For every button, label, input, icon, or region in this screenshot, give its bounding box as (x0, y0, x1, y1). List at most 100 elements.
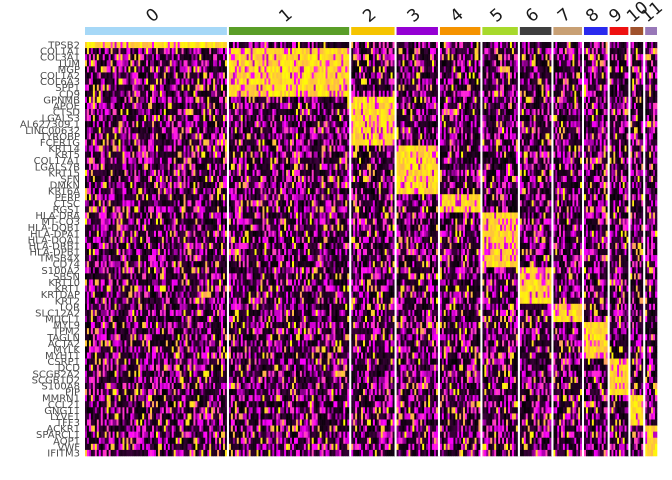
heat-cell (215, 353, 217, 359)
heat-cell (213, 450, 215, 456)
heat-cell (142, 60, 144, 66)
heat-cell (152, 176, 154, 182)
heat-cell (217, 365, 219, 371)
heat-cell (152, 194, 154, 200)
heat-cell (156, 261, 158, 267)
heat-cell (124, 304, 126, 310)
heat-cell (199, 206, 201, 212)
heat-cell (89, 286, 91, 292)
heat-cell (195, 200, 197, 206)
heat-cell (89, 158, 91, 164)
heat-cell (111, 54, 113, 60)
heat-cell (124, 200, 126, 206)
heat-cell (158, 91, 160, 97)
heat-cell (85, 133, 87, 139)
heat-cell (162, 389, 164, 395)
heat-cell (182, 279, 184, 285)
heat-cell (221, 334, 223, 340)
heat-cell (113, 121, 115, 127)
heat-cell (182, 273, 184, 279)
heat-cell (166, 359, 168, 365)
heat-cell (115, 432, 117, 438)
heat-cell (225, 389, 227, 395)
heat-cell (99, 389, 101, 395)
heat-cell (221, 243, 223, 249)
heat-cell (205, 413, 207, 419)
heat-cell (243, 48, 245, 54)
heat-cell (164, 60, 166, 66)
heat-cell (117, 450, 119, 456)
heat-cell (180, 255, 182, 261)
heat-cell (182, 42, 184, 48)
heat-cell (174, 444, 176, 450)
heat-cell (197, 279, 199, 285)
heat-cell (101, 292, 103, 298)
heat-cell (188, 133, 190, 139)
heat-cell (97, 176, 99, 182)
heat-cell (201, 389, 203, 395)
heat-cell (142, 66, 144, 72)
heat-cell (134, 188, 136, 194)
heat-cell (122, 383, 124, 389)
heat-cell (107, 139, 109, 145)
heat-cell (178, 419, 180, 425)
heat-cell (120, 286, 122, 292)
heat-cell (142, 292, 144, 298)
heat-cell (172, 407, 174, 413)
heat-cell (85, 316, 87, 322)
heat-cell (215, 310, 217, 316)
heat-cell (105, 438, 107, 444)
heat-cell (164, 188, 166, 194)
heat-cell (97, 292, 99, 298)
heat-cell (176, 139, 178, 145)
heat-cell (170, 103, 172, 109)
heat-cell (215, 91, 217, 97)
heat-cell (142, 279, 144, 285)
heat-cell (119, 219, 121, 225)
heat-cell (225, 91, 227, 97)
heat-cell (119, 346, 121, 352)
heat-cell (134, 267, 136, 273)
heat-cell (148, 139, 150, 145)
heat-cell (130, 212, 132, 218)
heat-cell (128, 133, 130, 139)
heat-cell (117, 310, 119, 316)
heat-cell (101, 66, 103, 72)
heat-cell (205, 72, 207, 78)
heat-cell (176, 231, 178, 237)
heat-cell (111, 389, 113, 395)
heat-cell (188, 371, 190, 377)
heat-cell (119, 310, 121, 316)
heat-cell (209, 97, 211, 103)
heat-cell (156, 334, 158, 340)
heat-cell (132, 426, 134, 432)
heat-cell (107, 255, 109, 261)
heat-cell (211, 48, 213, 54)
heat-cell (138, 60, 140, 66)
heat-cell (154, 152, 156, 158)
heat-cell (197, 316, 199, 322)
heat-cell (193, 298, 195, 304)
heat-cell (189, 261, 191, 267)
heat-cell (136, 304, 138, 310)
heat-cell (91, 194, 93, 200)
heat-cell (120, 182, 122, 188)
heat-cell (115, 127, 117, 133)
heat-cell (150, 146, 152, 152)
heat-cell (87, 310, 89, 316)
heat-cell (109, 273, 111, 279)
heat-cell (89, 225, 91, 231)
heat-cell (126, 127, 128, 133)
heat-cell (136, 310, 138, 316)
heat-cell (132, 219, 134, 225)
heat-cell (144, 377, 146, 383)
heat-cell (115, 292, 117, 298)
heat-cell (160, 212, 162, 218)
heat-cell (115, 79, 117, 85)
heat-cell (164, 359, 166, 365)
heat-cell (184, 286, 186, 292)
heat-cell (115, 310, 117, 316)
heat-cell (91, 389, 93, 395)
heat-cell (191, 139, 193, 145)
heat-cell (134, 115, 136, 121)
